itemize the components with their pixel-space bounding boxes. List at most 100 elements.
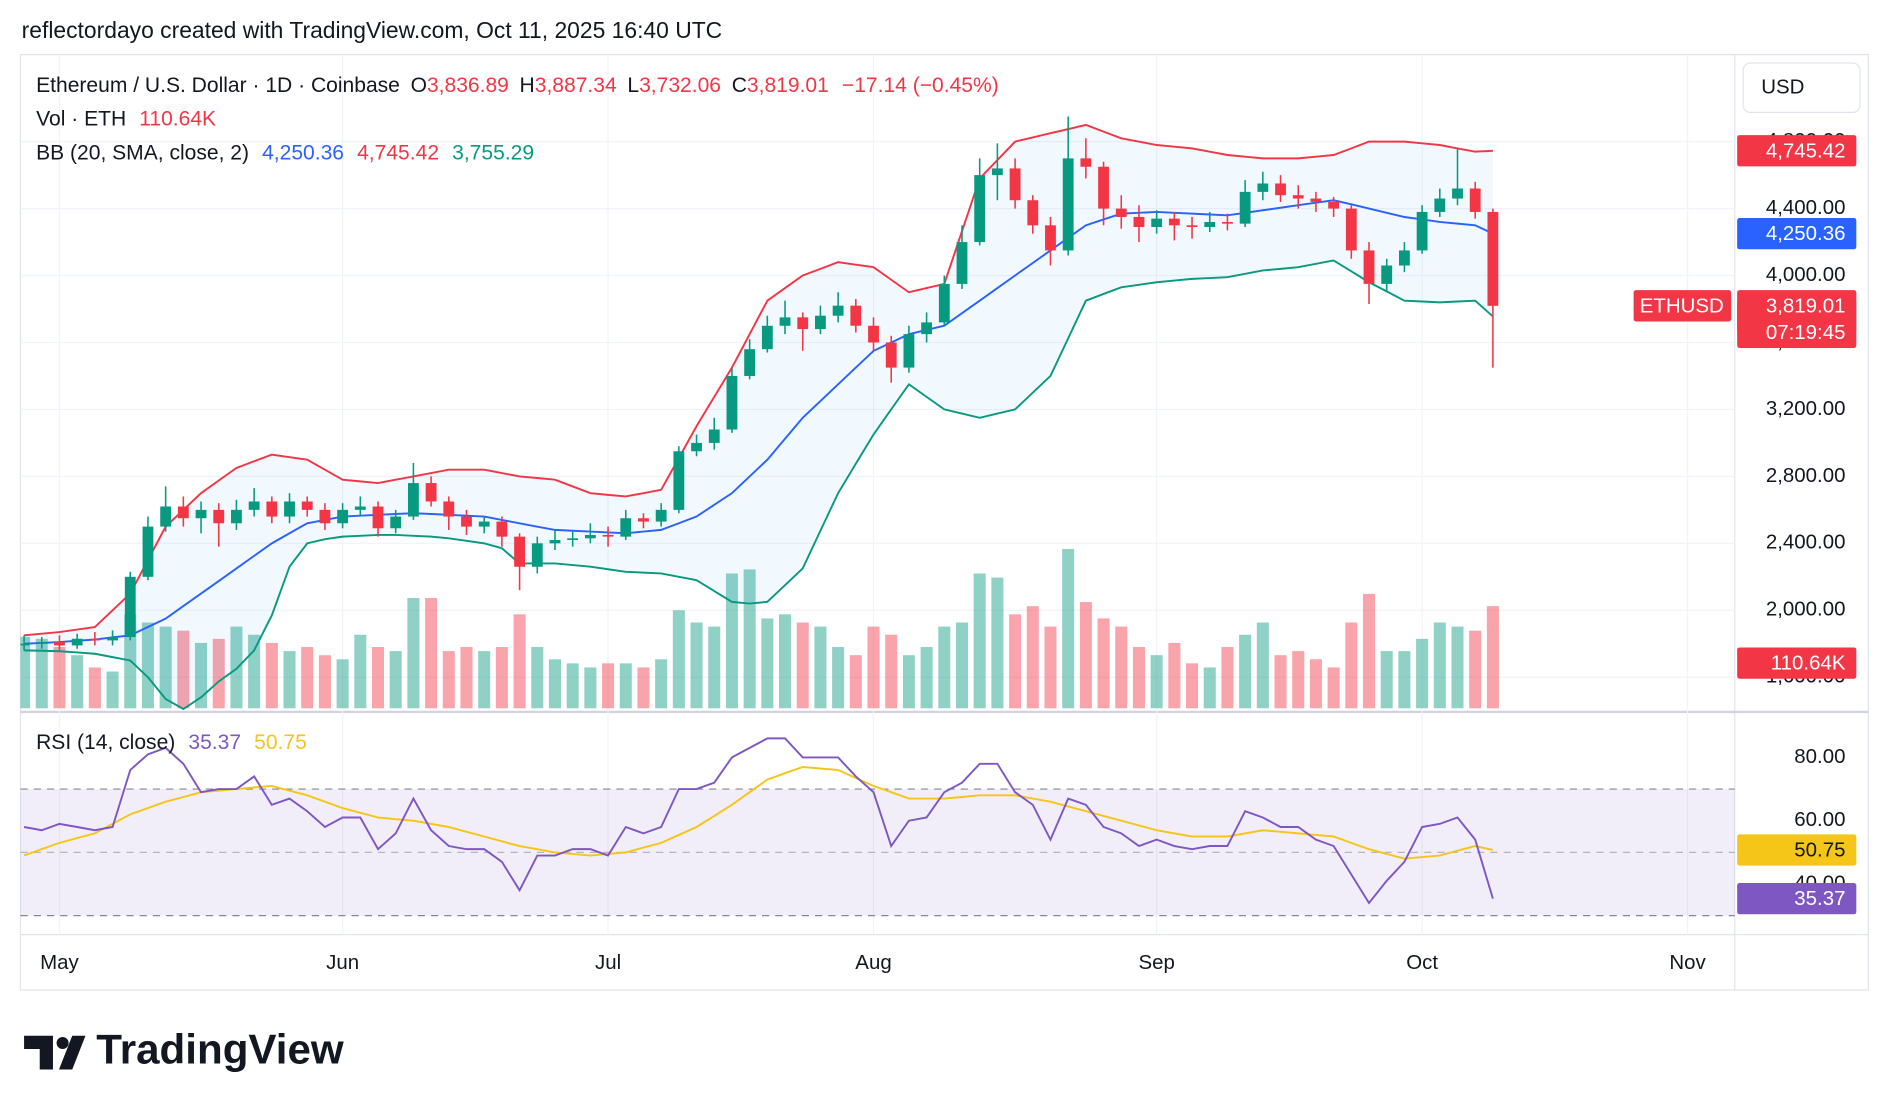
volume-bar (1150, 655, 1163, 709)
volume-bar (1062, 548, 1075, 709)
bb-title: BB (20, SMA, close, 2) (36, 141, 249, 164)
volume-bar (1362, 593, 1376, 709)
volume-bar (885, 634, 898, 709)
candle-body (1328, 201, 1340, 209)
candle-body (20, 643, 30, 646)
candle-body (1469, 188, 1481, 212)
candle-body (514, 536, 525, 567)
candle-body (602, 534, 614, 537)
candle-body (1398, 250, 1410, 266)
volume-bar (566, 663, 579, 709)
y-tick-label: 3,200.00 (1766, 397, 1846, 420)
volume-bar (106, 671, 119, 709)
currency[interactable]: USD (1761, 76, 1804, 99)
candle-body (620, 518, 632, 537)
volume-bar (88, 667, 101, 709)
countdown: 07:19:45 (1766, 321, 1846, 344)
grid (20, 54, 1735, 935)
volume-layer (20, 548, 1499, 709)
volume-value: 110.64K (139, 107, 216, 130)
ohlc-label: C (732, 73, 747, 96)
ohlc-label: H (520, 73, 535, 96)
candle-body (1027, 200, 1039, 226)
logo-mark (58, 1035, 86, 1070)
volume-bar (1380, 651, 1393, 709)
volume-bar (141, 622, 154, 709)
volume-bar (619, 663, 632, 709)
volume-bar (548, 659, 561, 709)
symbol: Ethereum / U.S. Dollar · 1D · Coinbase (36, 73, 400, 96)
candle-body (761, 325, 773, 350)
candle-body (1239, 191, 1251, 224)
volume-bar (725, 573, 738, 709)
volume-bar (212, 638, 225, 709)
volume-bar (655, 659, 668, 709)
rsi-ma-value: 50.75 (254, 731, 307, 754)
candle-body (903, 334, 915, 368)
bollinger-layer (23, 123, 1494, 711)
volume-title: Vol · ETH (36, 107, 126, 130)
volume-bar (425, 597, 438, 709)
candle-body (1222, 221, 1233, 224)
candle-body (1363, 250, 1375, 284)
candle-body (1310, 198, 1322, 202)
ohlc-value: 3,732.06 (639, 73, 721, 96)
volume-bar (265, 642, 278, 709)
chart-frame (19, 54, 1869, 991)
volume-bar (832, 647, 845, 709)
volume-bar (177, 630, 190, 709)
bb-basis-tag (1737, 217, 1857, 250)
y-tick-label: 2,000.00 (1766, 598, 1846, 621)
candle-body (1115, 208, 1127, 217)
candle-body (266, 501, 278, 517)
bb-upper-line (23, 123, 1493, 637)
candle-body (124, 576, 136, 638)
volume-bar (867, 626, 880, 709)
volume-bar (1115, 626, 1128, 709)
volume-bar (602, 663, 615, 709)
logo-mark (24, 1035, 53, 1070)
rsi-ma-line (23, 765, 1494, 860)
volume-bar (1026, 606, 1039, 709)
volume-bar (849, 655, 862, 709)
bb-upper-tag-label: 4,745.42 (1766, 139, 1846, 162)
candle-body (1487, 211, 1499, 306)
bb-lower-line (24, 259, 1494, 711)
volume-bar (195, 642, 208, 709)
volume-bar (20, 636, 31, 709)
candle-body (71, 638, 83, 646)
volume-bar (531, 647, 544, 709)
volume-bar (1327, 667, 1340, 709)
candle-body (531, 543, 543, 567)
volume-bar (407, 597, 420, 709)
currency-button[interactable] (1742, 62, 1861, 113)
volume-bar (1221, 647, 1234, 709)
candle-body (1452, 188, 1463, 199)
volume-bar (637, 667, 650, 709)
ticker-tag (1633, 290, 1732, 322)
volume-bar (761, 618, 774, 709)
rsi-layer (23, 737, 1494, 905)
y-tick-label: 2,400.00 (1766, 531, 1846, 554)
ticker-label: ETHUSD (1640, 294, 1724, 317)
volume-bar (1486, 606, 1499, 709)
candle-body (248, 501, 260, 510)
candle-body (708, 429, 720, 443)
tag-layer: 4,745.424,250.363,755.293,819.0107:19:45… (1633, 135, 1857, 915)
rsi-line (23, 737, 1494, 905)
volume-bar (779, 614, 792, 709)
candle-body (461, 516, 472, 527)
ohlc-label: O (411, 73, 427, 96)
volume-bar (584, 667, 597, 709)
candle-body (337, 509, 349, 524)
rsi-tag (1737, 882, 1857, 915)
volume-bar (902, 655, 915, 709)
legend-line: Ethereum / U.S. Dollar · 1D · Coinbase O… (36, 73, 999, 96)
volume-bar (460, 647, 473, 709)
candle-body (815, 315, 826, 330)
volume-bar (973, 573, 986, 709)
y-tick-label: 4,000.00 (1766, 263, 1846, 286)
volume-bar (283, 651, 296, 709)
candle-body (425, 483, 437, 502)
